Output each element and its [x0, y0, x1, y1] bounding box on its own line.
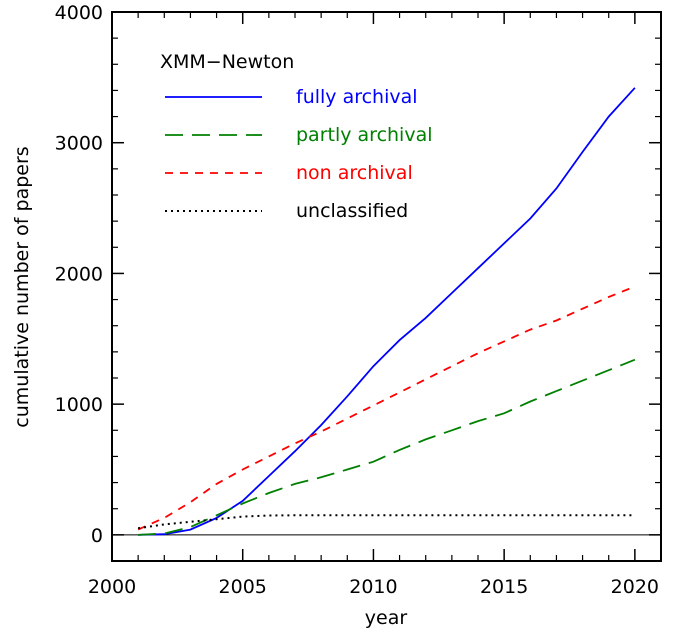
legend-title: XMM−Newton: [160, 51, 294, 73]
x-tick-label: 2005: [219, 576, 267, 598]
x-tick-label: 2015: [480, 576, 528, 598]
legend-label: non archival: [296, 162, 413, 184]
series-line-fully-archival: [138, 87, 636, 536]
y-tick-label: 3000: [55, 133, 103, 155]
x-axis-label: year: [365, 607, 408, 629]
y-tick-label: 1000: [55, 394, 103, 416]
y-tick-label: 4000: [55, 2, 103, 24]
series-line-partly-archival: [138, 358, 636, 536]
x-tick-label: 2010: [349, 576, 397, 598]
legend-label: unclassified: [296, 200, 408, 222]
series-layer: [137, 87, 636, 536]
series-line-non-archival: [137, 285, 636, 531]
plot-frame: [111, 11, 662, 562]
x-tick-label: 2020: [611, 576, 659, 598]
legend-label: partly archival: [296, 124, 433, 146]
ticks: 2000 2005 2010 2015 2020 0 1000 2000 3000 4000: [55, 2, 662, 598]
series-line-unclassified: [137, 514, 635, 530]
y-tick-label: 0: [91, 525, 103, 547]
legend: XMM−Newton fully archival partly archival…: [160, 51, 433, 222]
legend-label: fully archival: [296, 86, 418, 108]
y-axis-label: cumulative number of papers: [11, 146, 33, 427]
x-tick-label: 2000: [88, 576, 136, 598]
y-tick-label: 2000: [55, 263, 103, 285]
